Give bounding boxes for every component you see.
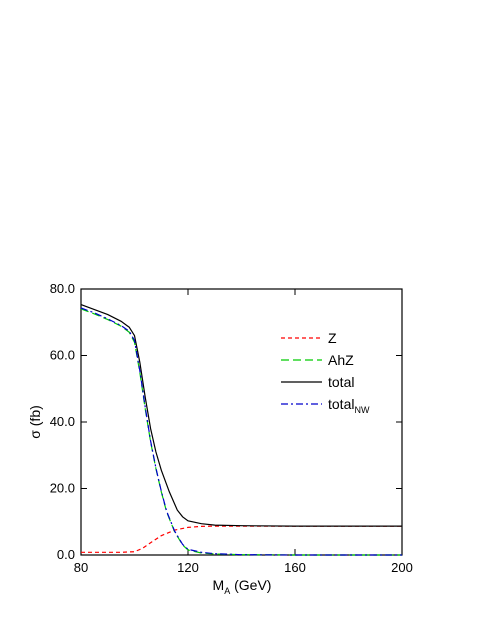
y-tick-label: 20.0	[50, 481, 75, 496]
x-tick-label: 80	[74, 560, 88, 575]
plot-frame	[80, 288, 403, 556]
legend-label: Z	[328, 330, 337, 346]
legend-label: total	[328, 374, 354, 390]
legend-label: AhZ	[328, 352, 354, 368]
series-line-0	[81, 525, 402, 553]
series-line-2	[80, 304, 402, 527]
y-tick-label: 40.0	[50, 414, 75, 429]
axis-ticks: 80 120 160 200 0.0 20.0 40.0 60.0 80.0	[50, 281, 413, 575]
y-tick-label: 80.0	[50, 281, 75, 296]
x-axis-label: MA (GeV)	[213, 577, 272, 596]
x-tick-label: 120	[177, 560, 199, 575]
series-lines	[80, 304, 402, 556]
y-tick-label: 60.0	[50, 348, 75, 363]
x-tick-label: 160	[284, 560, 306, 575]
legend: Z AhZ total totalNW	[281, 330, 370, 415]
y-tick-label: 0.0	[57, 547, 75, 562]
series-line-3	[80, 307, 402, 556]
series-line-1	[80, 308, 402, 556]
legend-label: totalNW	[328, 396, 370, 415]
y-axis-label: σ (fb)	[27, 405, 43, 439]
x-tick-label: 200	[391, 560, 413, 575]
